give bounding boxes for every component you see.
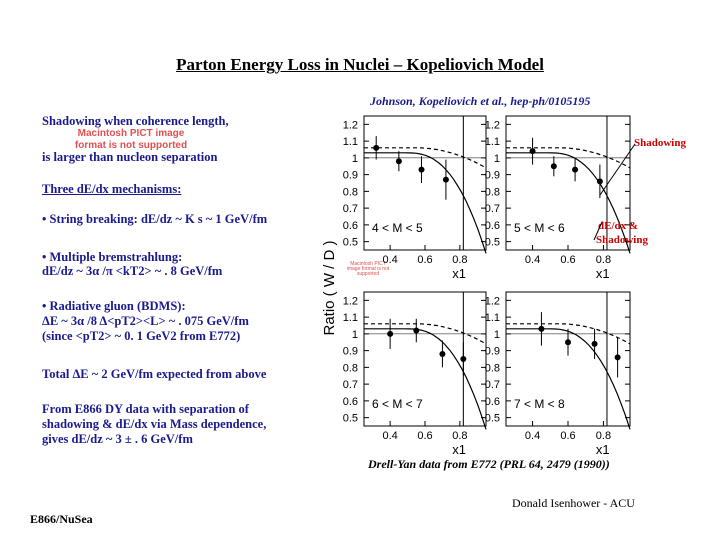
y-tick-label: 0.7 — [485, 203, 500, 215]
y-tick-label: 0.7 — [343, 203, 358, 215]
y-tick-label: 0.6 — [343, 220, 358, 232]
y-tick-label: 1 — [352, 329, 358, 341]
annotation-dedx-a: dE/dx & — [598, 220, 639, 232]
annotation-dedx-b: Shadowing — [596, 234, 648, 246]
y-tick-label: 1.2 — [485, 295, 500, 307]
data-point — [596, 178, 603, 185]
data-point — [550, 163, 557, 170]
y-tick-label: 0.5 — [343, 413, 358, 425]
radiative-c: (since <pT2> ~ 0. 1 GeV2 from E772) — [42, 329, 241, 343]
bremsstrahlung-a: • Multiple bremstrahlung: — [42, 250, 183, 264]
x-tick-label: 0.4 — [525, 254, 540, 266]
page-title: Parton Energy Loss in Nuclei – Kopeliovi… — [176, 55, 544, 74]
y-tick-label: 0.5 — [485, 237, 500, 249]
y-tick-label: 1.1 — [485, 312, 500, 324]
data-point — [565, 339, 571, 346]
annotation-shadowing: Shadowing — [634, 137, 686, 149]
figure-caption: Drell-Yan data from E772 (PRL 64, 2479 (… — [368, 457, 610, 471]
y-tick-label: 1 — [352, 153, 358, 165]
x-axis-label: x1 — [596, 442, 610, 457]
small-image-placeholder: Macintosh PICT image format is not suppo… — [346, 261, 390, 277]
energy-loss-curve — [364, 152, 487, 254]
y-tick-label: 0.6 — [343, 396, 358, 408]
energy-loss-curve — [506, 152, 631, 254]
y-tick-label: 1 — [494, 329, 500, 341]
y-tick-label: 0.9 — [485, 346, 500, 358]
total-energy-loss: Total ΔE ~ 2 GeV/fm expected from above — [42, 367, 267, 381]
bremsstrahlung-b: dE/dz ~ 3α /π <kT2> ~ . 8 GeV/fm — [42, 264, 223, 278]
y-tick-label: 1 — [494, 153, 500, 165]
e866-line-a: From E866 DY data with separation of — [42, 402, 249, 416]
mass-range-label: 4 < M < 5 — [372, 221, 423, 235]
y-tick-label: 1.1 — [343, 312, 358, 324]
x-tick-label: 0.4 — [382, 430, 397, 442]
data-point — [572, 166, 579, 173]
shadowing-line-2: is larger than nucleon separation — [42, 150, 218, 164]
author: Donald Isenhower - ACU — [512, 496, 635, 510]
y-tick-label: 0.7 — [343, 379, 358, 391]
data-point — [418, 166, 425, 173]
x-tick-label: 0.8 — [452, 254, 467, 266]
e866-line-b: shadowing & dE/dx via Mass dependence, — [42, 417, 267, 431]
y-tick-label: 0.8 — [485, 362, 500, 374]
mechanisms-heading: Three dE/dx mechanisms: — [42, 182, 182, 196]
x-axis-label: x1 — [452, 442, 466, 457]
y-tick-label: 0.5 — [485, 413, 500, 425]
y-tick-label: 0.8 — [343, 362, 358, 374]
x-tick-label: 0.6 — [417, 430, 432, 442]
data-point — [460, 356, 467, 362]
x-tick-label: 0.8 — [596, 254, 611, 266]
e866-line-c: gives dE/dz ~ 3 ± . 6 GeV/fm — [42, 432, 193, 446]
data-point — [529, 148, 536, 155]
experiment-label: E866/NuSea — [30, 512, 93, 526]
radiative-b: ΔE ~ 3α /8 Δ<pT2><L> ~ . 075 GeV/fm — [42, 314, 249, 328]
y-tick-label: 1.2 — [343, 295, 358, 307]
y-tick-label: 1.2 — [343, 119, 358, 131]
data-point — [395, 158, 402, 165]
energy-loss-curve — [364, 328, 487, 430]
y-tick-label: 0.6 — [485, 396, 500, 408]
y-tick-label: 0.5 — [343, 237, 358, 249]
y-tick-label: 0.7 — [485, 379, 500, 391]
x-tick-label: 0.4 — [525, 430, 540, 442]
x-axis-label: x1 — [596, 266, 610, 281]
mass-range-label: 7 < M < 8 — [514, 397, 565, 411]
x-tick-label: 0.8 — [596, 430, 611, 442]
data-point — [442, 176, 449, 183]
x-tick-label: 0.8 — [452, 430, 467, 442]
data-point — [373, 144, 380, 151]
x-tick-label: 0.4 — [382, 254, 397, 266]
string-breaking: • String breaking: dE/dz ~ K s ~ 1 GeV/f… — [42, 212, 268, 226]
data-point — [591, 340, 598, 347]
mass-range-label: 5 < M < 6 — [514, 221, 565, 235]
y-tick-label: 0.8 — [485, 186, 500, 198]
data-point — [387, 330, 394, 337]
y-tick-label: 1.2 — [485, 119, 500, 131]
y-tick-label: 0.8 — [343, 186, 358, 198]
y-tick-label: 0.9 — [343, 346, 358, 358]
data-point — [413, 327, 420, 334]
y-tick-label: 0.9 — [485, 170, 500, 182]
mass-range-label: 6 < M < 7 — [372, 397, 423, 411]
data-point — [439, 350, 446, 357]
x-tick-label: 0.6 — [560, 254, 575, 266]
data-point — [538, 325, 545, 332]
missing-image-placeholder: Macintosh PICT image format is not suppo… — [74, 128, 188, 151]
annotation-arrows — [593, 143, 636, 241]
y-tick-label: 1.1 — [343, 136, 358, 148]
y-tick-label: 0.9 — [343, 170, 358, 182]
reference: Johnson, Kopeliovich et al., hep-ph/0105… — [370, 94, 591, 108]
y-axis-label: Ratio ( W / D ) — [321, 240, 338, 335]
ratio-plot: Ratio ( W / D ) 1.2 1.1 1 0.9 0.8 0.7 0.6 0.5 0.… — [321, 115, 631, 457]
data-point — [614, 354, 621, 361]
x-axis-label: x1 — [452, 266, 466, 281]
x-tick-label: 0.6 — [417, 254, 432, 266]
x-tick-label: 0.6 — [560, 430, 575, 442]
y-tick-label: 0.6 — [485, 220, 500, 232]
shadowing-line-1: Shadowing when coherence length, — [42, 114, 229, 128]
y-tick-label: 1.1 — [485, 136, 500, 148]
radiative-a: • Radiative gluon (BDMS): — [42, 299, 186, 313]
